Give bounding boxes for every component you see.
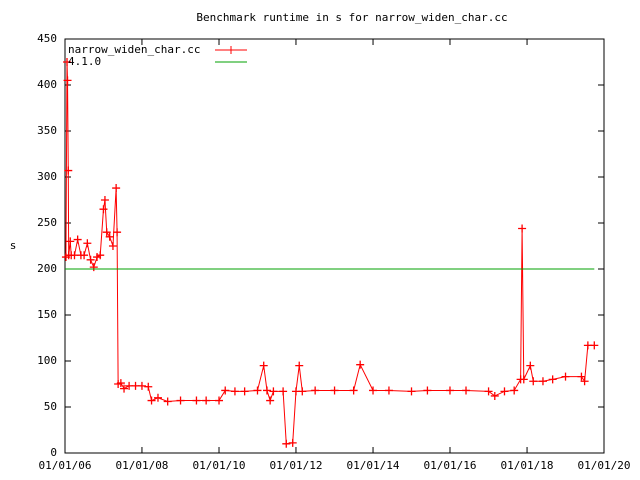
point-marker [144,382,153,391]
point-marker [349,386,358,395]
point-marker [147,396,156,405]
y-axis-label: s [10,239,17,252]
point-marker [240,387,249,396]
point-marker [262,386,271,395]
point-marker [86,255,95,264]
point-marker [176,396,185,405]
point-marker [577,372,586,381]
x-tick-label: 01/01/12 [269,459,322,472]
point-marker [163,397,172,406]
y-tick-label: 250 [37,216,57,229]
point-marker [105,232,114,241]
chart-title: Benchmark runtime in s for narrow_widen_… [196,11,507,24]
y-tick-label: 50 [44,400,57,413]
x-tick-label: 01/01/16 [423,459,476,472]
point-marker [73,235,82,244]
legend-label: narrow_widen_char.cc [68,43,200,56]
legend-marker [227,46,235,54]
point-marker [510,386,519,395]
x-tick-label: 01/01/20 [578,459,631,472]
point-marker [108,242,117,250]
y-tick-label: 100 [37,354,57,367]
point-marker [423,386,432,395]
point-marker [112,184,121,193]
point-marker [102,228,111,237]
point-marker [80,251,89,260]
y-tick-label: 400 [37,78,57,91]
point-marker [384,386,393,395]
point-marker [369,386,378,395]
point-marker [269,387,278,396]
point-marker [538,377,547,386]
point-marker [63,76,72,85]
point-marker [116,379,125,388]
y-tick-label: 0 [50,446,57,459]
point-marker [83,239,92,248]
x-tick-label: 01/01/08 [115,459,168,472]
x-tick-label: 01/01/06 [39,459,92,472]
point-marker [407,387,416,396]
point-marker [230,387,239,396]
point-marker [202,396,211,405]
point-marker [490,391,499,400]
y-tick-label: 200 [37,262,57,275]
point-marker [259,361,268,370]
point-marker [221,386,230,395]
point-marker [215,396,224,405]
legend-label: 4.1.0 [68,55,101,68]
point-marker [462,386,471,395]
point-marker [64,166,73,175]
point-marker [89,263,98,272]
point-marker [120,384,129,393]
point-marker [63,58,72,66]
point-marker [330,386,339,395]
point-marker [529,377,538,386]
point-marker [590,341,599,350]
y-tick-label: 350 [37,124,57,137]
point-marker [518,224,527,233]
point-marker [356,360,365,369]
y-tick-label: 300 [37,170,57,183]
point-marker [192,396,201,405]
point-marker [484,387,493,396]
point-marker [298,387,307,396]
point-marker [279,387,288,396]
point-marker [548,375,557,384]
point-marker [100,196,109,204]
x-tick-label: 01/01/18 [501,459,554,472]
point-marker [526,361,535,370]
x-tick-label: 01/01/10 [193,459,246,472]
point-marker [519,375,528,384]
point-marker [99,205,108,214]
point-marker [66,237,75,246]
y-tick-label: 150 [37,308,57,321]
point-marker [137,381,146,390]
point-marker [561,372,570,381]
point-marker [266,396,275,405]
point-marker [295,361,304,370]
point-marker [153,393,162,402]
point-marker [500,387,509,396]
y-tick-label: 450 [37,32,57,45]
point-marker [445,386,454,395]
point-marker [96,251,105,260]
point-marker [282,439,291,448]
plot-frame [64,38,605,454]
point-marker [113,228,122,237]
point-marker [288,438,297,447]
point-marker [253,386,262,395]
x-tick-label: 01/01/14 [347,459,400,472]
point-marker [311,386,320,395]
point-marker [580,377,589,386]
